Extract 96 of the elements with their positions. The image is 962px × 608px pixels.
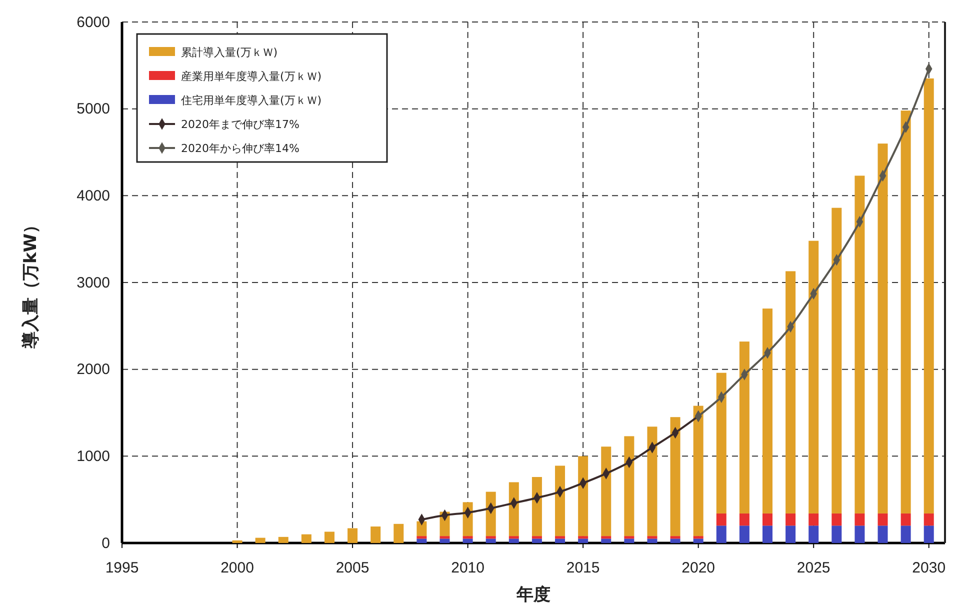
bar [716, 372, 726, 514]
bar [878, 513, 888, 526]
bar [878, 526, 888, 543]
x-tick-label: 1995 [105, 560, 139, 577]
bar [647, 426, 658, 536]
y-tick-label: 3000 [76, 274, 110, 292]
bar [624, 536, 634, 539]
x-tick-label: 2000 [220, 560, 254, 577]
bar [486, 536, 496, 539]
bar [555, 538, 566, 543]
bar [808, 526, 819, 543]
x-axis-title: 年度 [516, 585, 550, 605]
bar [232, 540, 242, 543]
bar [324, 532, 334, 543]
bar [716, 513, 726, 526]
x-tick-label: 2030 [912, 560, 946, 577]
bar [555, 536, 566, 539]
bar [786, 271, 796, 514]
bar [394, 524, 404, 543]
bar [900, 513, 911, 526]
bar [416, 536, 427, 539]
legend-label: 2020年から伸び率14% [181, 142, 300, 155]
x-tick-label: 2010 [451, 560, 484, 577]
bar [486, 538, 496, 543]
bar [601, 538, 612, 543]
bar [532, 536, 542, 539]
bar [878, 144, 888, 514]
bar [670, 417, 680, 536]
bar [647, 538, 658, 543]
legend-label: 累計導入量(万ｋＷ) [181, 46, 278, 59]
bar [578, 456, 588, 536]
bar [693, 538, 704, 543]
bar [532, 538, 542, 543]
bar [670, 536, 680, 539]
bar [578, 536, 588, 539]
y-tick-label: 4000 [76, 187, 110, 204]
bar [532, 477, 542, 536]
bar [832, 208, 842, 514]
bar [762, 513, 772, 526]
bar [255, 538, 266, 543]
y-tick-label: 6000 [76, 14, 110, 31]
bar [739, 513, 750, 526]
bar [924, 513, 934, 526]
bar [854, 526, 865, 543]
y-tick-label: 0 [102, 534, 110, 552]
bar [578, 538, 588, 543]
bar [416, 538, 427, 543]
bar [278, 536, 288, 543]
bar [508, 536, 519, 539]
bar [624, 538, 634, 543]
bar [808, 513, 819, 526]
legend-label: 2020年まで伸び率17% [181, 118, 300, 131]
bar [301, 534, 312, 543]
y-tick-label: 1000 [76, 448, 110, 465]
x-tick-label: 2025 [796, 560, 830, 577]
bar [508, 538, 519, 543]
bar [462, 538, 473, 543]
bar [900, 110, 911, 514]
bar [832, 513, 842, 526]
bar [440, 536, 450, 539]
bar [924, 78, 934, 514]
bar [601, 446, 612, 536]
x-tick-label: 2020 [682, 560, 716, 577]
y-axis-title: 導入量（万kW） [21, 216, 41, 350]
legend-label: 住宅用単年度導入量(万ｋＷ) [181, 94, 322, 107]
bar [416, 521, 427, 536]
bar [762, 526, 772, 543]
bar [786, 513, 796, 526]
bar [762, 308, 772, 514]
bar [348, 528, 358, 543]
bar [739, 526, 750, 543]
bar [900, 526, 911, 543]
bar [716, 526, 726, 543]
bar [808, 240, 819, 514]
bar [624, 436, 634, 536]
y-tick-label: 2000 [76, 361, 110, 378]
bar [854, 176, 865, 514]
bar [440, 538, 450, 543]
bar [693, 406, 704, 536]
bar [739, 342, 750, 514]
bar [370, 526, 381, 543]
bar [647, 536, 658, 539]
bar [854, 513, 865, 526]
y-tick-label: 5000 [76, 100, 110, 118]
bar [508, 482, 519, 536]
x-tick-label: 2005 [336, 560, 370, 577]
bar [462, 536, 473, 539]
bar [670, 538, 680, 543]
bar [601, 536, 612, 539]
bar [555, 466, 566, 536]
x-tick-label: 2015 [566, 560, 600, 577]
bar [832, 526, 842, 543]
bar [693, 536, 704, 539]
bar [924, 526, 934, 543]
legend-label: 産業用単年度導入量(万ｋＷ) [181, 70, 322, 83]
bar [786, 526, 796, 543]
